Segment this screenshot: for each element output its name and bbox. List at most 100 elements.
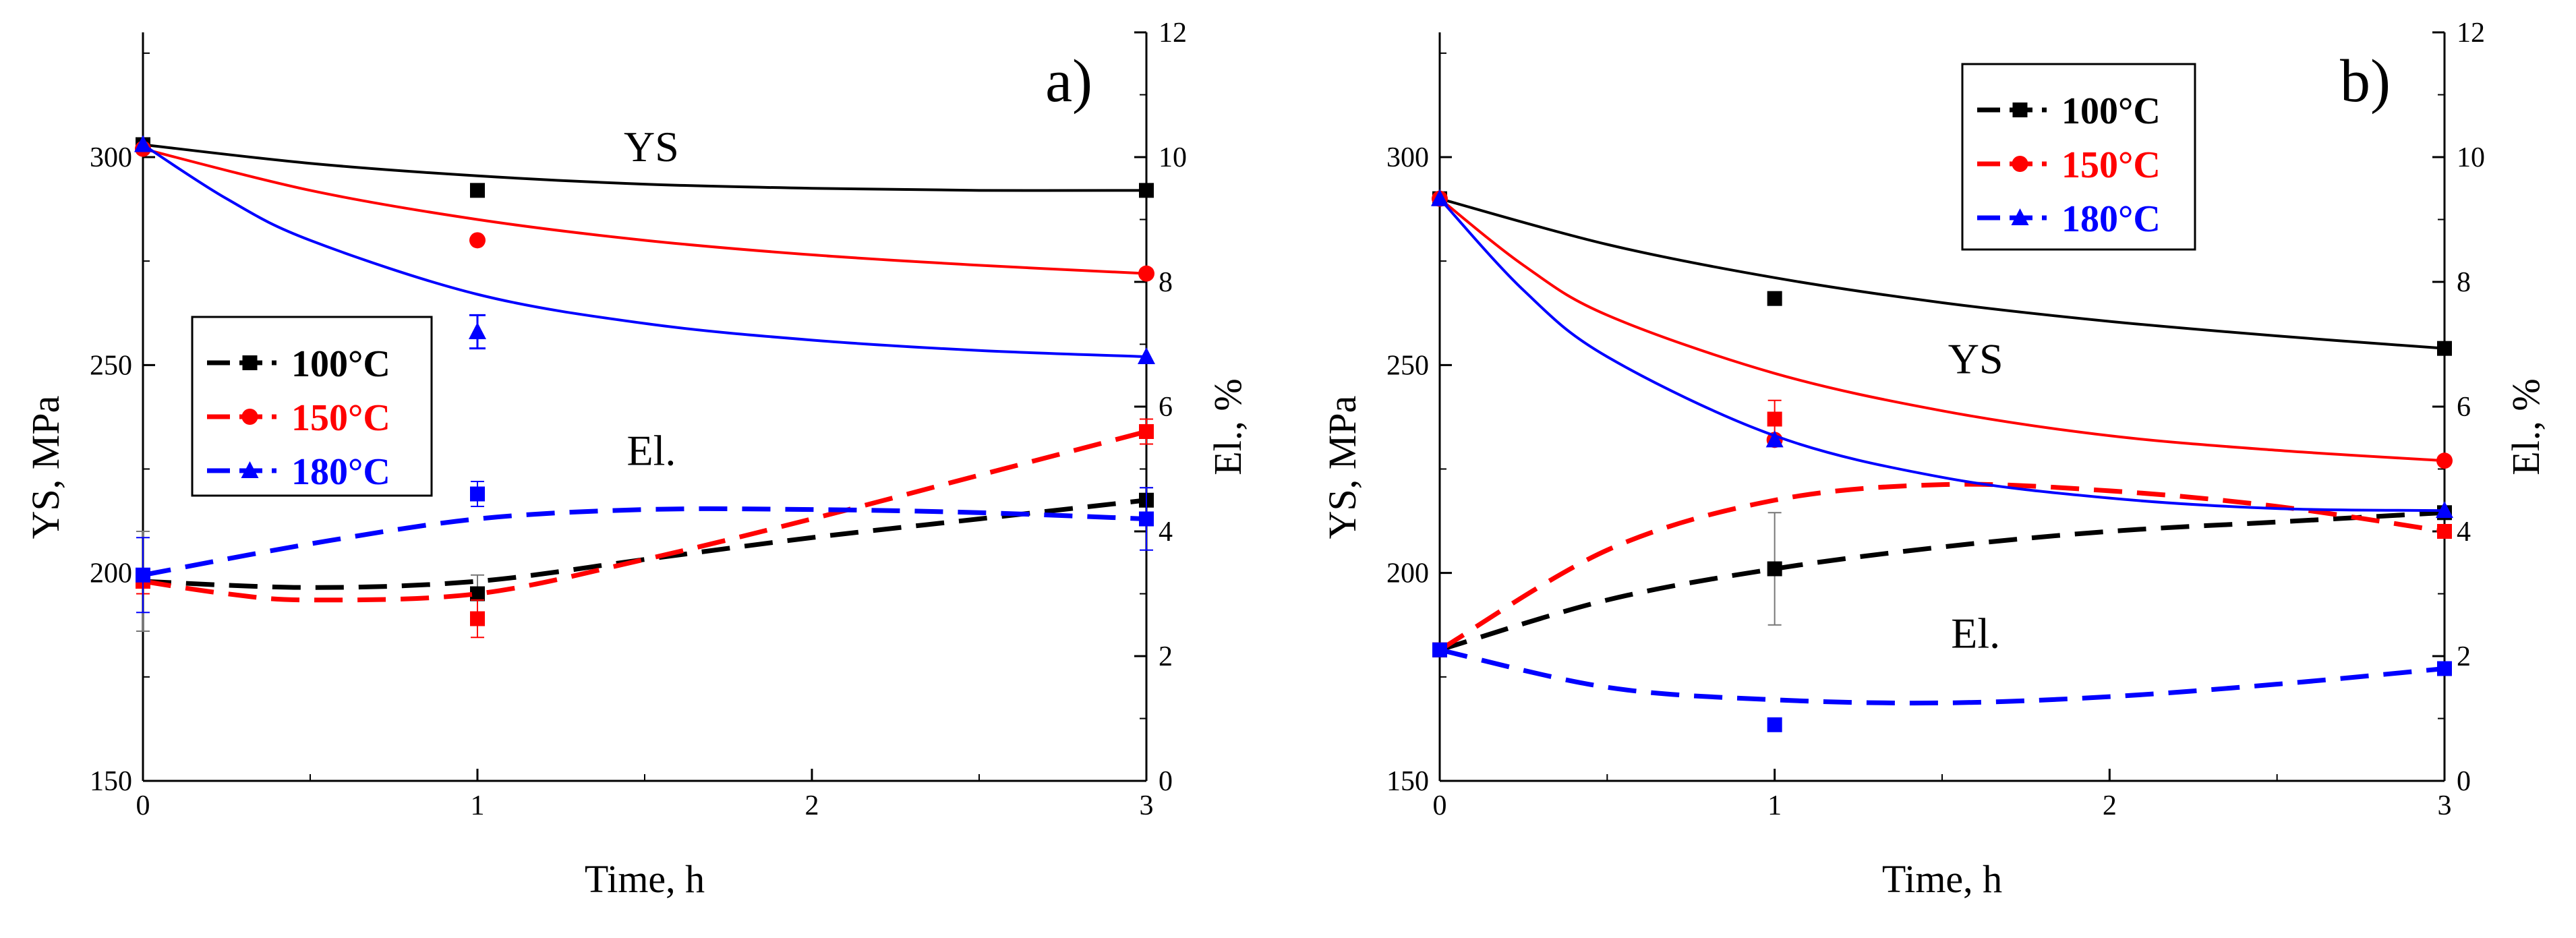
y-left-tick-label: 250 — [90, 350, 132, 381]
el-point — [2437, 524, 2452, 539]
ys-point — [1767, 291, 1782, 306]
legend: 100°C 150°C 180°C — [1961, 63, 2196, 251]
panel-label: a) — [1045, 48, 1092, 115]
el-point — [470, 486, 485, 502]
el-point — [1139, 424, 1154, 439]
x-tick-label: 0 — [1433, 790, 1447, 821]
x-tick-label: 3 — [1140, 790, 1154, 821]
y-right-axis-title: El., % — [2504, 378, 2548, 475]
annotation-el: El. — [626, 426, 676, 474]
el-fit-line — [1439, 510, 2445, 653]
x-axis-title: Time, h — [1882, 857, 2002, 901]
el-point — [1432, 642, 1447, 657]
el-fit-line — [1438, 481, 2445, 652]
ys-point — [134, 135, 152, 152]
ys-fit-line — [1438, 198, 2445, 512]
x-tick-label: 3 — [2438, 790, 2452, 821]
series-150c — [135, 140, 1154, 639]
legend-marker — [241, 409, 258, 425]
el-fit-line — [1439, 647, 2445, 706]
legend-entry: 150°C — [2061, 144, 2161, 186]
x-tick-label: 1 — [471, 790, 485, 821]
el-fit-line — [142, 498, 1147, 590]
el-point — [470, 611, 485, 626]
annotation-ys: YS — [1948, 335, 2003, 383]
legend-entry: 100°C — [291, 343, 390, 385]
series-180c — [1431, 189, 2453, 732]
y-right-tick-label: 10 — [2457, 142, 2485, 173]
ys-point — [1765, 430, 1784, 448]
y-right-tick-label: 2 — [2457, 641, 2471, 672]
y-left-tick-label: 300 — [1386, 142, 1429, 173]
legend-entry: 180°C — [2061, 198, 2161, 240]
ys-point — [2436, 452, 2453, 469]
y-right-tick-label: 4 — [2457, 517, 2471, 548]
ys-fit-line — [1439, 197, 2445, 350]
y-right-tick-label: 0 — [2457, 766, 2471, 797]
y-right-tick-label: 12 — [1159, 18, 1187, 49]
y-right-axis-title: El., % — [1206, 378, 1250, 475]
ys-point — [2437, 341, 2452, 356]
el-point — [136, 567, 150, 583]
x-tick-label: 2 — [805, 790, 819, 821]
el-point — [1767, 561, 1782, 577]
legend: 100°C 150°C 180°C — [191, 316, 433, 497]
legend-marker — [2011, 208, 2029, 225]
y-right-tick-label: 8 — [2457, 267, 2471, 298]
series-180c — [134, 135, 1155, 614]
ys-point — [1138, 265, 1154, 282]
ys-point — [470, 183, 485, 198]
ys-point — [1138, 347, 1155, 364]
ys-fit-line — [142, 147, 1147, 275]
y-right-tick-label: 10 — [1159, 142, 1187, 173]
annotation-ys: YS — [624, 123, 679, 171]
legend-entry: 100°C — [2061, 90, 2161, 132]
y-left-tick-label: 200 — [90, 558, 132, 589]
series-150c — [1432, 190, 2453, 657]
legend-marker — [242, 355, 258, 370]
series-100c — [1432, 191, 2452, 657]
el-point — [1767, 717, 1782, 732]
legend-marker — [241, 461, 259, 478]
ys-point — [2436, 501, 2453, 519]
annotation-el: El. — [1951, 610, 2000, 657]
legend-box — [1961, 63, 2196, 251]
legend-entry: 180°C — [291, 451, 390, 493]
el-point — [1767, 411, 1782, 427]
el-fit-line — [142, 506, 1147, 578]
x-axis-title: Time, h — [585, 857, 705, 901]
legend-entry: 150°C — [291, 397, 390, 439]
el-point — [470, 586, 485, 602]
panel-label: b) — [2340, 48, 2391, 115]
ys-point — [1139, 183, 1154, 198]
y-left-tick-label: 200 — [1386, 558, 1429, 589]
y-left-tick-label: 250 — [1386, 350, 1429, 381]
y-right-tick-label: 0 — [1159, 766, 1173, 797]
y-left-tick-label: 150 — [1386, 766, 1429, 797]
x-tick-label: 2 — [2103, 790, 2117, 821]
legend-box — [191, 316, 433, 497]
y-right-tick-label: 4 — [1159, 517, 1173, 548]
y-right-tick-label: 8 — [1159, 267, 1173, 298]
ys-point — [469, 232, 486, 249]
x-tick-label: 0 — [136, 790, 150, 821]
y-left-tick-label: 300 — [90, 142, 132, 173]
ys-fit-line — [142, 143, 1147, 358]
ys-fit-line — [1438, 198, 2445, 463]
y-left-axis-title: YS, MPa — [24, 396, 67, 539]
ys-fit-line — [142, 143, 1147, 192]
ys-point — [469, 322, 486, 339]
el-point — [2437, 661, 2452, 676]
y-right-tick-label: 12 — [2457, 18, 2485, 49]
y-right-tick-label: 6 — [1159, 392, 1173, 423]
y-left-axis-title: YS, MPa — [1320, 396, 1364, 539]
el-point — [1139, 511, 1154, 527]
y-left-tick-label: 150 — [90, 766, 132, 797]
y-right-tick-label: 2 — [1159, 641, 1173, 672]
x-tick-label: 1 — [1767, 790, 1782, 821]
ys-point — [1431, 189, 1448, 206]
